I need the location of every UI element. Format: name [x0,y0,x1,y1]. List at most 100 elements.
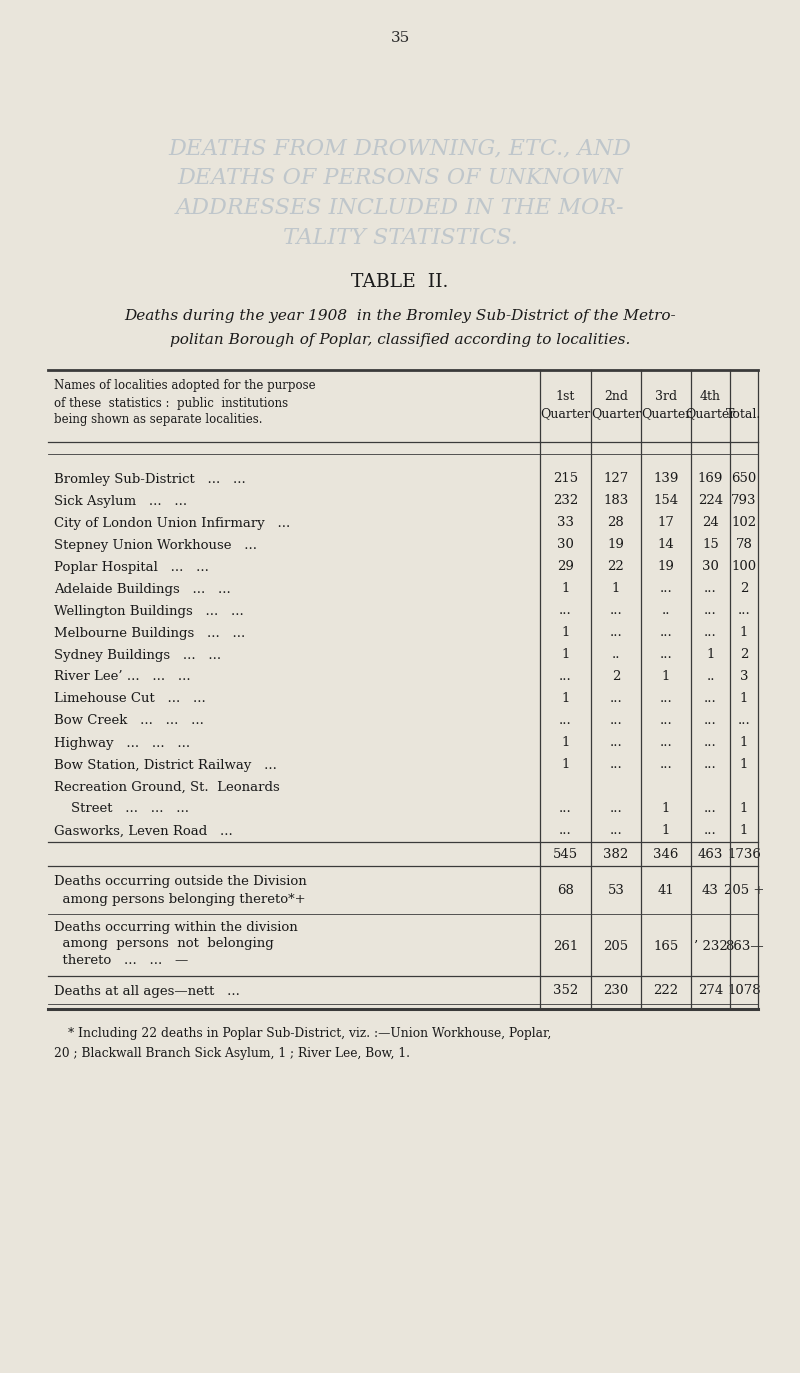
Text: 29: 29 [557,560,574,574]
Text: among  persons  not  belonging: among persons not belonging [54,938,274,950]
Text: 1: 1 [662,825,670,838]
Text: Limehouse Cut   ...   ...: Limehouse Cut ... ... [54,692,206,706]
Text: 4th: 4th [700,390,721,402]
Text: 1: 1 [562,736,570,750]
Text: ..: .. [706,670,714,684]
Text: 41: 41 [658,883,674,897]
Text: Melbourne Buildings   ...   ...: Melbourne Buildings ... ... [54,626,246,640]
Text: Total.: Total. [726,408,762,420]
Text: River Lee’ ...   ...   ...: River Lee’ ... ... ... [54,670,190,684]
Text: 463: 463 [698,847,723,861]
Text: Bromley Sub-District   ...   ...: Bromley Sub-District ... ... [54,472,246,486]
Text: ...: ... [704,714,717,728]
Text: 863—: 863— [725,939,763,953]
Text: being shown as separate localities.: being shown as separate localities. [54,413,262,427]
Text: 3rd: 3rd [655,390,677,402]
Text: 30: 30 [702,560,719,574]
Text: 14: 14 [658,538,674,552]
Text: 1: 1 [740,802,748,816]
Text: 222: 222 [654,984,678,998]
Text: ...: ... [610,802,622,816]
Text: ADDRESSES INCLUDED IN THE MOR-: ADDRESSES INCLUDED IN THE MOR- [176,196,624,220]
Text: 1: 1 [562,758,570,772]
Text: ...: ... [660,692,672,706]
Text: Wellington Buildings   ...   ...: Wellington Buildings ... ... [54,604,244,618]
Text: Quarter: Quarter [641,408,691,420]
Text: ...: ... [610,714,622,728]
Text: 1: 1 [562,582,570,596]
Text: ...: ... [704,802,717,816]
Text: 1: 1 [740,825,748,838]
Text: City of London Union Infirmary   ...: City of London Union Infirmary ... [54,516,290,530]
Text: Deaths occurring within the division: Deaths occurring within the division [54,920,298,934]
Text: DEATHS OF PERSONS OF UNKNOWN: DEATHS OF PERSONS OF UNKNOWN [177,168,623,189]
Text: ...: ... [704,604,717,618]
Text: 2: 2 [740,582,748,596]
Text: among persons belonging thereto*+: among persons belonging thereto*+ [54,894,306,906]
Text: TALITY STATISTICS.: TALITY STATISTICS. [282,227,518,249]
Text: Stepney Union Workhouse   ...: Stepney Union Workhouse ... [54,538,257,552]
Text: 230: 230 [603,984,629,998]
Text: 205: 205 [603,939,629,953]
Text: ...: ... [738,714,750,728]
Text: 205 +: 205 + [724,883,764,897]
Text: Names of localities adopted for the purpose: Names of localities adopted for the purp… [54,379,316,393]
Text: DEATHS FROM DROWNING, ETC., AND: DEATHS FROM DROWNING, ETC., AND [169,137,631,159]
Text: of these  statistics :  public  institutions: of these statistics : public institution… [54,397,288,409]
Text: 100: 100 [731,560,757,574]
Text: 68: 68 [557,883,574,897]
Text: 1: 1 [612,582,620,596]
Text: ...: ... [660,648,672,662]
Text: thereto   ...   ...   —: thereto ... ... — [54,954,188,968]
Text: ...: ... [559,825,572,838]
Text: 793: 793 [731,494,757,508]
Text: Recreation Ground, St.  Leonards: Recreation Ground, St. Leonards [54,780,280,794]
Text: 2: 2 [740,648,748,662]
Text: 352: 352 [553,984,578,998]
Text: 1: 1 [662,670,670,684]
Text: 382: 382 [603,847,629,861]
Text: 274: 274 [698,984,723,998]
Text: ...: ... [610,692,622,706]
Text: ...: ... [660,758,672,772]
Text: ...: ... [704,692,717,706]
Text: 1: 1 [706,648,714,662]
Text: ...: ... [610,604,622,618]
Text: Highway   ...   ...   ...: Highway ... ... ... [54,736,190,750]
Text: 78: 78 [735,538,753,552]
Text: TABLE  II.: TABLE II. [351,273,449,291]
Text: ’ 232: ’ 232 [694,939,727,953]
Text: 1736: 1736 [727,847,761,861]
Text: 1078: 1078 [727,984,761,998]
Text: ...: ... [660,714,672,728]
Text: 15: 15 [702,538,719,552]
Text: 102: 102 [731,516,757,530]
Text: Poplar Hospital   ...   ...: Poplar Hospital ... ... [54,560,209,574]
Text: 1: 1 [740,758,748,772]
Text: 1: 1 [740,736,748,750]
Text: 139: 139 [654,472,678,486]
Text: 35: 35 [390,32,410,45]
Text: Deaths occurring outside the Division: Deaths occurring outside the Division [54,875,306,887]
Text: 1: 1 [662,802,670,816]
Text: Sick Asylum   ...   ...: Sick Asylum ... ... [54,494,187,508]
Text: Gasworks, Leven Road   ...: Gasworks, Leven Road ... [54,825,233,838]
Text: 169: 169 [698,472,723,486]
Text: ...: ... [660,626,672,640]
Text: 33: 33 [557,516,574,530]
Text: ...: ... [704,582,717,596]
Text: 165: 165 [654,939,678,953]
Text: 1st: 1st [556,390,575,402]
Text: 19: 19 [658,560,674,574]
Text: 650: 650 [731,472,757,486]
Text: Adelaide Buildings   ...   ...: Adelaide Buildings ... ... [54,582,230,596]
Text: 17: 17 [658,516,674,530]
Text: 30: 30 [557,538,574,552]
Text: Bow Station, District Railway   ...: Bow Station, District Railway ... [54,758,277,772]
Text: Quarter: Quarter [686,408,736,420]
Text: ...: ... [559,604,572,618]
Text: 2: 2 [612,670,620,684]
Text: 545: 545 [553,847,578,861]
Text: 346: 346 [654,847,678,861]
Text: Bow Creek   ...   ...   ...: Bow Creek ... ... ... [54,714,204,728]
